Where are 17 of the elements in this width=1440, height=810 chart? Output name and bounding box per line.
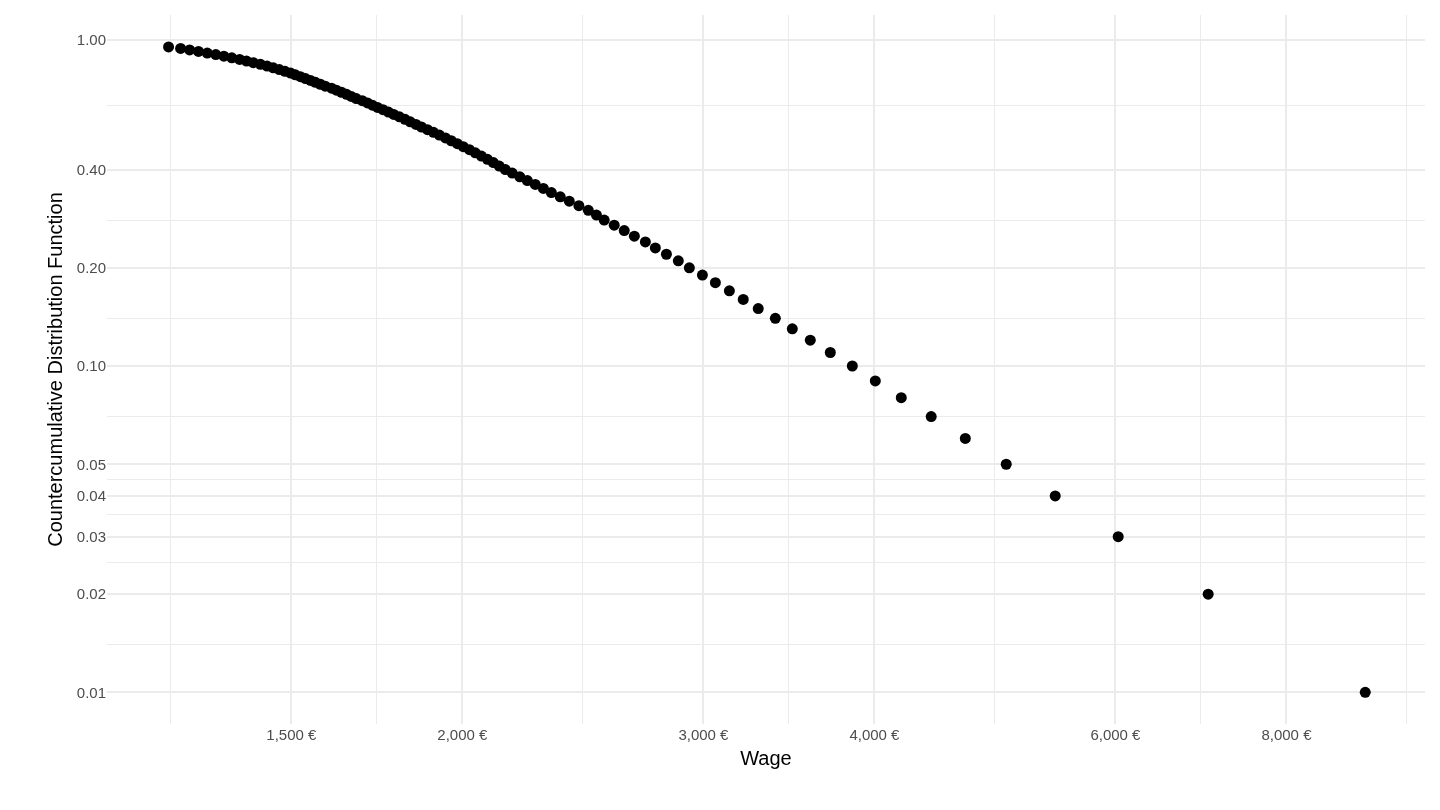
y-tick-label: 0.03 [76,527,106,545]
y-tick-label: 0.02 [76,585,106,603]
x-tick-label: 6,000 € [1090,726,1142,743]
y-tick-label: 0.20 [76,259,106,277]
x-tick-label: 3,000 € [678,726,730,743]
y-tick-label: 0.05 [76,455,106,473]
y-tick-label: 0.01 [76,683,106,701]
y-tick-label: 0.04 [76,487,106,505]
x-tick-label: 4,000 € [849,726,901,743]
y-tick-label: 0.10 [76,357,106,375]
y-axis-title: Countercumulative Distribution Function [44,192,67,547]
x-tick-label: 2,000 € [437,726,489,743]
x-tick-label: 8,000 € [1261,726,1313,743]
x-tick-label: 1,500 € [266,726,318,743]
y-tick-label: 1.00 [76,30,106,48]
x-axis-title: Wage [740,746,792,769]
y-tick-label: 0.40 [76,160,106,178]
